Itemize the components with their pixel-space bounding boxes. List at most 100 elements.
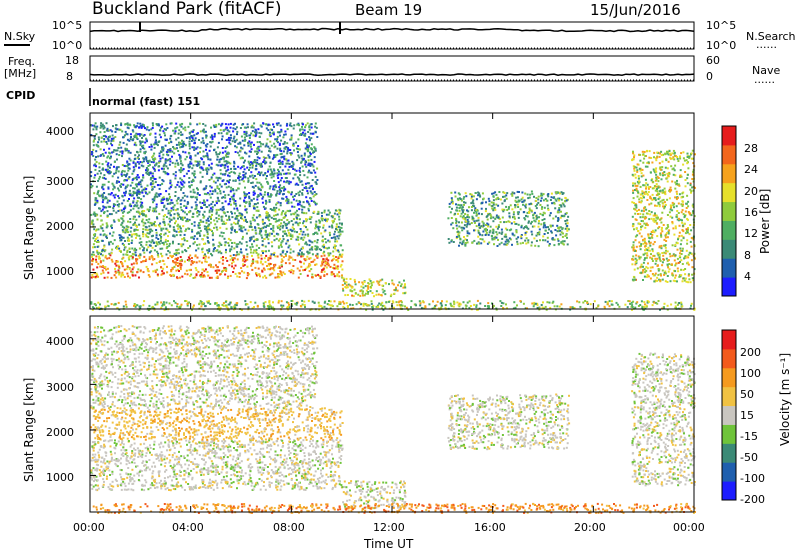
heatmap-cell	[679, 176, 681, 178]
heatmap-cell	[646, 183, 649, 186]
heatmap-cell	[402, 286, 405, 289]
heatmap-cell	[399, 285, 402, 288]
heatmap-cell	[364, 285, 367, 288]
heatmap-cell	[128, 239, 131, 242]
heatmap-cell	[140, 198, 143, 201]
heatmap-cell	[151, 156, 154, 159]
heatmap-cell	[119, 239, 122, 242]
heatmap-cell	[138, 215, 141, 218]
heatmap-cell	[640, 263, 643, 266]
heatmap-cell	[214, 181, 217, 184]
heatmap-cell	[631, 201, 634, 204]
heatmap-cell	[182, 225, 185, 228]
heatmap-cell	[674, 227, 677, 230]
heatmap-cell	[106, 163, 109, 166]
heatmap-cell	[229, 258, 232, 261]
heatmap-cell	[212, 243, 215, 246]
heatmap-cell	[557, 191, 560, 194]
heatmap-cell	[256, 159, 259, 162]
heatmap-cell	[101, 153, 104, 155]
heatmap-cell	[655, 183, 658, 186]
heatmap-cell	[257, 227, 260, 230]
heatmap-cell	[117, 245, 120, 248]
heatmap-cell	[541, 206, 544, 209]
heatmap-cell	[226, 138, 229, 141]
heatmap-cell	[195, 207, 198, 210]
heatmap-cell	[225, 227, 228, 230]
heatmap-cell	[205, 227, 208, 230]
heatmap-cell	[353, 278, 356, 281]
heatmap-cell	[300, 161, 303, 164]
heatmap-cell	[654, 219, 657, 222]
heatmap-cell	[321, 245, 324, 248]
heatmap-cell	[289, 122, 292, 125]
heatmap-cell	[239, 167, 242, 170]
heatmap-cell	[250, 132, 253, 135]
heatmap-cell	[138, 196, 140, 199]
heatmap-cell	[267, 168, 270, 171]
heatmap-cell	[491, 204, 494, 207]
heatmap-cell	[543, 206, 546, 209]
heatmap-cell	[376, 280, 379, 283]
heatmap-cell	[306, 144, 309, 147]
heatmap-cell	[282, 185, 285, 188]
heatmap-cell	[564, 234, 567, 237]
heatmap-cell	[492, 202, 495, 204]
heatmap-cell	[110, 163, 112, 166]
heatmap-cell	[250, 171, 253, 174]
heatmap-cell	[267, 224, 270, 227]
heatmap-cell	[674, 274, 677, 277]
heatmap-cell	[174, 162, 177, 165]
heatmap-cell	[154, 168, 156, 171]
heatmap-cell	[280, 264, 283, 267]
heatmap-cell	[237, 243, 240, 246]
heatmap-cell	[471, 217, 474, 220]
heatmap-cell	[560, 241, 563, 244]
heatmap-cell	[261, 270, 264, 273]
heatmap-cell	[128, 189, 131, 192]
heatmap-cell	[534, 220, 537, 223]
heatmap-cell	[259, 215, 262, 218]
heatmap-cell	[190, 184, 193, 187]
heatmap-cell	[144, 222, 147, 225]
heatmap-cell	[289, 181, 292, 184]
heatmap-cell	[324, 262, 327, 264]
heatmap-cell	[165, 190, 168, 193]
heatmap-cell	[473, 239, 476, 242]
heatmap-cell	[103, 211, 106, 213]
heatmap-cell	[93, 246, 96, 249]
heatmap-cell	[116, 247, 118, 250]
heatmap-cell	[144, 228, 147, 231]
heatmap-cell	[166, 173, 169, 176]
heatmap-cell	[270, 144, 273, 147]
heatmap-cell	[299, 190, 301, 193]
heatmap-cell	[473, 205, 476, 208]
heatmap-cell	[92, 144, 95, 147]
heatmap-cell	[260, 186, 263, 189]
heatmap-cell	[274, 276, 277, 279]
heatmap-cell	[354, 280, 356, 283]
heatmap-cell	[298, 203, 301, 206]
heatmap-cell	[306, 176, 309, 179]
heatmap-cell	[112, 207, 115, 210]
heatmap-cell	[510, 222, 513, 225]
heatmap-cell	[176, 252, 179, 255]
heatmap-cell	[137, 176, 140, 179]
heatmap-cell	[308, 218, 311, 220]
heatmap-cell	[204, 124, 207, 127]
heatmap-cell	[229, 162, 232, 165]
heatmap-cell	[473, 229, 475, 232]
heatmap-cell	[170, 207, 173, 210]
heatmap-cell	[501, 216, 504, 219]
heatmap-cell	[227, 123, 230, 126]
heatmap-cell	[287, 246, 290, 249]
heatmap-cell	[196, 132, 199, 135]
heatmap-cell	[224, 200, 227, 203]
heatmap-cell	[193, 221, 196, 224]
heatmap-cell	[140, 125, 143, 128]
heatmap-cell	[180, 216, 183, 219]
heatmap-cell	[310, 200, 313, 202]
heatmap-cell	[106, 201, 109, 204]
heatmap-cell	[174, 222, 176, 225]
heatmap-cell	[340, 244, 343, 247]
